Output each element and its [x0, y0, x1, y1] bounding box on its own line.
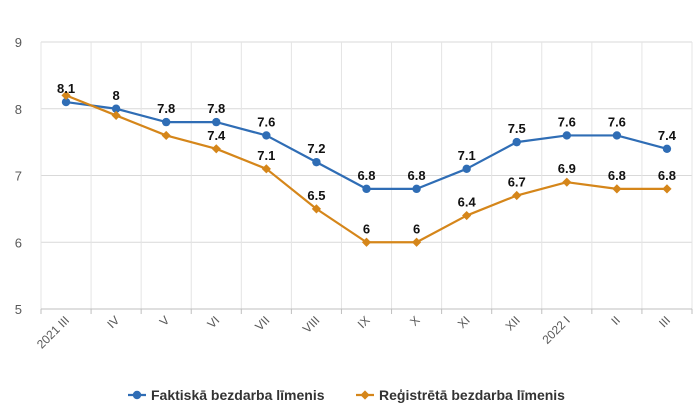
legend-marker-2: [360, 390, 370, 400]
y-tick-label: 9: [15, 35, 22, 50]
data-point: [111, 104, 121, 113]
data-point: [412, 184, 421, 194]
data-point: [512, 137, 521, 147]
x-tick-label: XI: [455, 313, 473, 331]
data-label: 6.8: [608, 168, 626, 183]
data-point: [562, 177, 572, 187]
data-label: 7.1: [458, 148, 476, 163]
data-label: 6.5: [307, 188, 325, 203]
data-point: [662, 144, 672, 153]
x-tick-label: VI: [204, 313, 222, 331]
legend-label-2: Reģistrētā bezdarba līmenis: [379, 387, 565, 403]
data-point: [311, 204, 322, 214]
data-point: [111, 110, 121, 121]
legend-marker-1: [132, 390, 142, 400]
data-point: [361, 237, 372, 247]
x-tick-label: II: [608, 313, 623, 328]
data-label: 7.1: [257, 148, 275, 163]
data-point: [61, 90, 71, 100]
x-tick-label: III: [656, 313, 673, 330]
data-label: 8.1: [57, 81, 75, 96]
data-label: 7.6: [608, 114, 626, 129]
data-point: [512, 190, 522, 201]
data-label: 6.7: [508, 175, 526, 190]
y-tick-label: 5: [15, 302, 22, 317]
data-label: 7.6: [257, 114, 275, 129]
y-tick-label: 7: [15, 169, 22, 184]
x-tick-label: XII: [503, 313, 523, 333]
data-label: 7.5: [508, 121, 526, 136]
data-point: [61, 97, 71, 107]
x-tick-label: VII: [252, 313, 272, 333]
data-label: 6.4: [458, 195, 477, 210]
data-point: [462, 210, 472, 221]
data-point: [662, 184, 672, 194]
data-point: [462, 164, 471, 174]
data-point: [212, 117, 221, 127]
data-label: 6.8: [357, 168, 375, 183]
data-point: [261, 164, 271, 174]
data-label: 6: [413, 221, 420, 236]
x-tick-label: IX: [355, 313, 373, 331]
data-point: [362, 184, 371, 194]
data-point: [612, 184, 622, 194]
data-point: [211, 144, 221, 154]
data-point: [161, 130, 171, 141]
data-point: [612, 131, 622, 140]
data-label: 7.4: [658, 128, 677, 143]
data-label: 6.9: [558, 161, 576, 176]
data-label: 7.6: [558, 114, 576, 129]
data-point: [161, 117, 171, 127]
data-label: 6.8: [658, 168, 676, 183]
data-point: [562, 131, 572, 140]
data-point: [411, 237, 422, 247]
x-tick-label: IV: [104, 313, 122, 331]
y-tick-label: 8: [15, 102, 22, 117]
data-label: 7.8: [207, 101, 225, 116]
data-label: 7.8: [157, 101, 175, 116]
data-label: 7.4: [207, 128, 226, 143]
legend-label-1: Faktiskā bezdarba līmenis: [151, 387, 325, 403]
x-tick-label: VIII: [300, 313, 323, 336]
data-label: 7.2: [307, 141, 325, 156]
x-tick-label: 2022 I: [539, 313, 572, 346]
data-label: 6: [363, 221, 370, 236]
data-point: [312, 157, 321, 167]
y-tick-label: 6: [15, 235, 22, 250]
data-label: 8: [112, 88, 119, 103]
data-point: [262, 131, 271, 140]
data-label: 6.8: [408, 168, 426, 183]
x-tick-label: X: [407, 313, 423, 329]
x-tick-label: V: [157, 313, 173, 329]
x-tick-label: 2021 III: [34, 313, 72, 351]
